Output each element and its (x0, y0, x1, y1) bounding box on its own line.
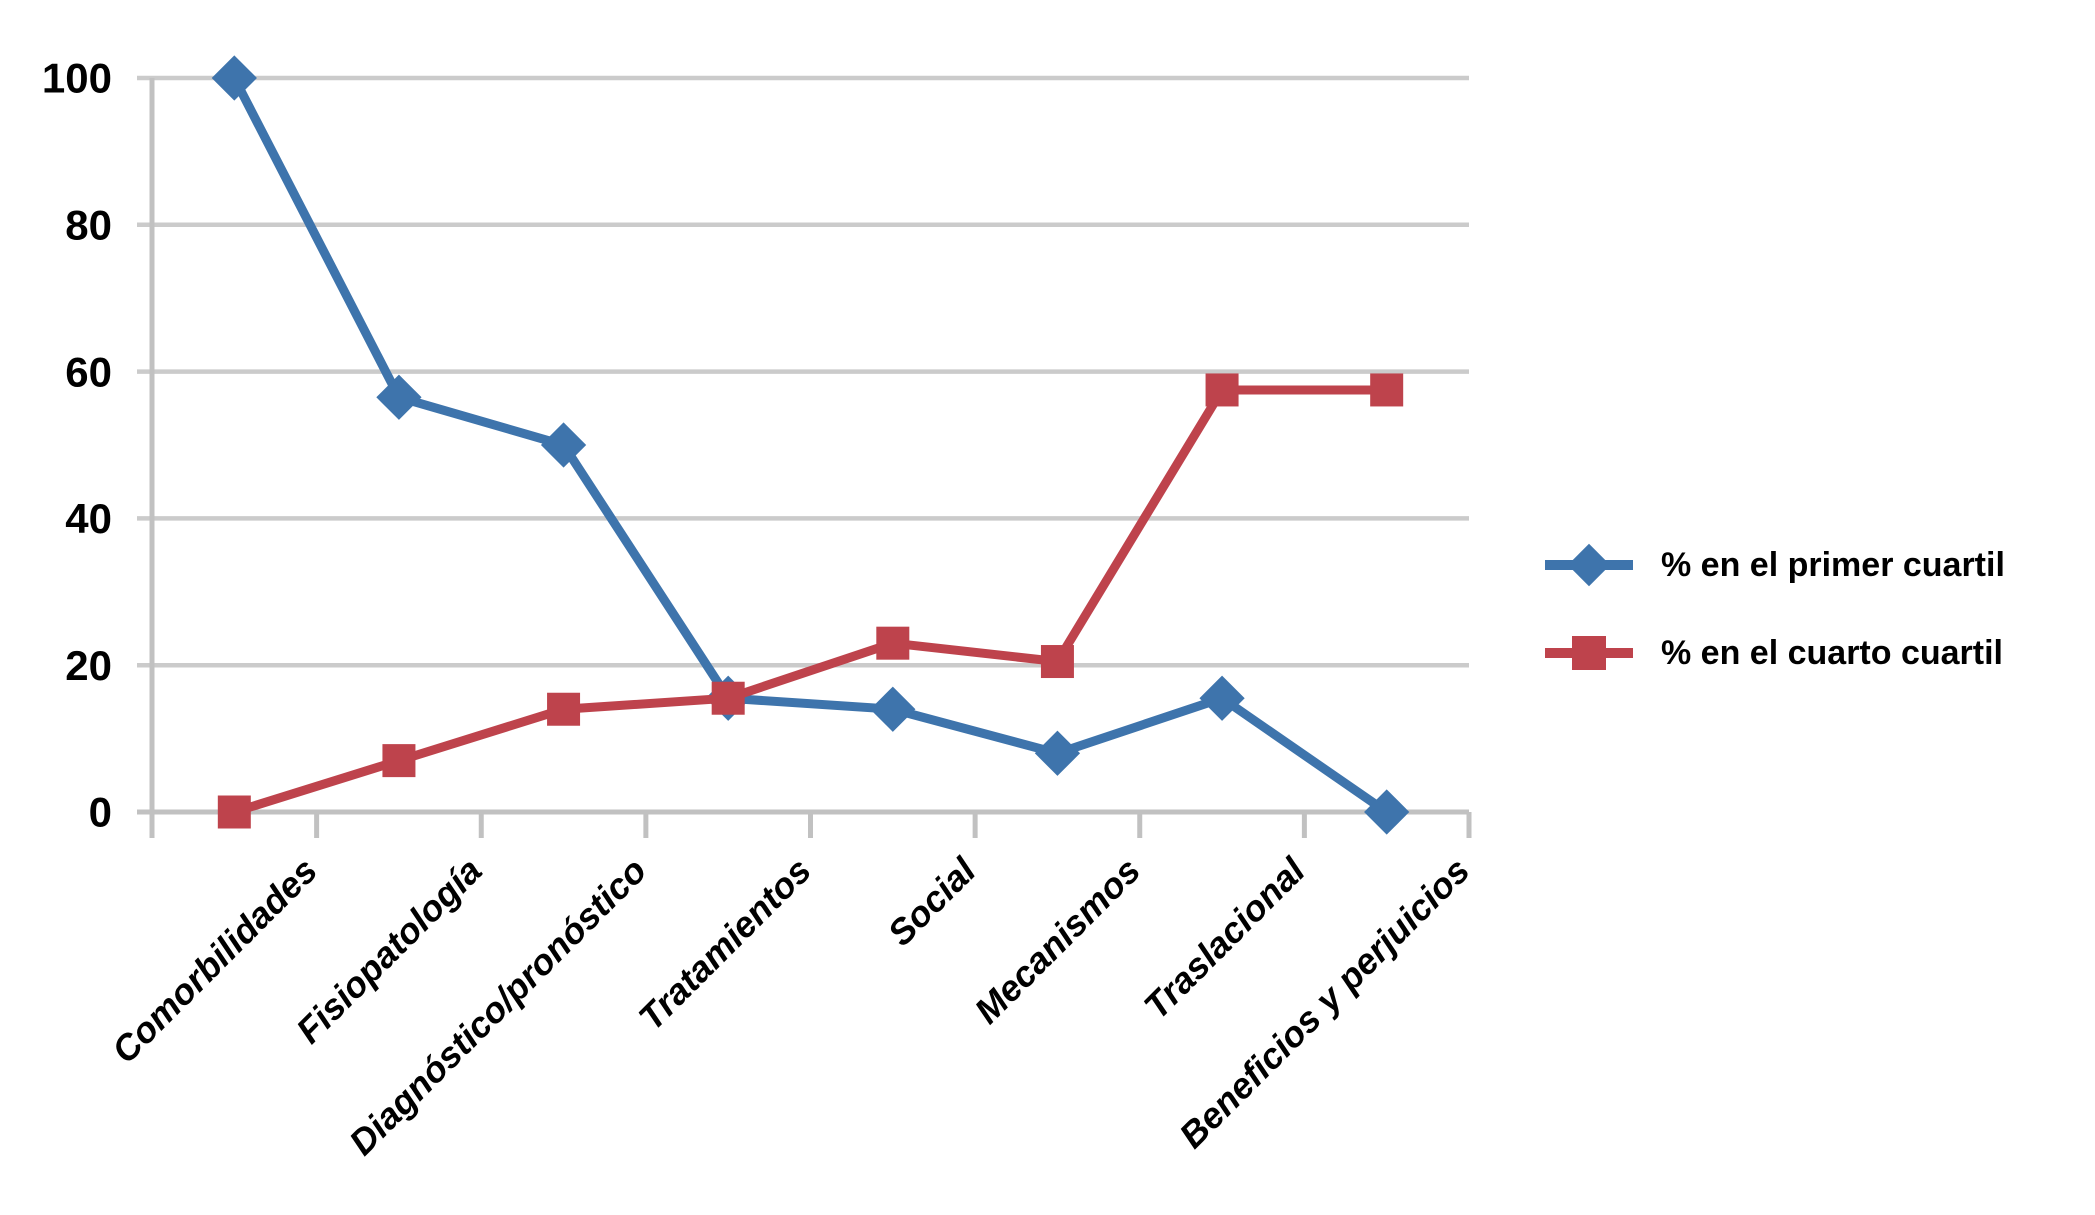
data-point-diamond (1199, 675, 1245, 721)
x-axis-category-label: Social (879, 849, 984, 954)
x-axis-category-label: Tratamientos (630, 850, 818, 1038)
legend-item-primer-cuartil: % en el primer cuartil (1543, 541, 2005, 589)
legend: % en el primer cuartil % en el cuarto cu… (1543, 541, 2005, 677)
data-point-square (1040, 645, 1074, 679)
data-point-diamond (211, 55, 257, 101)
legend-diamond-marker-icon (1545, 543, 1633, 587)
x-axis-category-label: Mecanismos (966, 850, 1148, 1032)
data-point-square (1370, 373, 1404, 407)
y-axis-tick-label: 40 (65, 495, 112, 542)
x-axis-category-label: Beneficios y perjuicios (1171, 850, 1477, 1156)
data-point-square (876, 626, 910, 660)
series-line-2 (232, 385, 1387, 817)
legend-series-2-label: % en el cuarto cuartil (1661, 633, 2003, 672)
data-point-diamond (870, 686, 916, 732)
y-axis-tick-label: 0 (89, 789, 112, 836)
x-axis-category-label: Traslacional (1136, 849, 1314, 1027)
data-point-square (711, 681, 745, 715)
legend-series-1-label: % en el primer cuartil (1661, 545, 2005, 584)
legend-diamond-shape (1567, 543, 1611, 587)
data-point-diamond (376, 374, 422, 420)
data-point-diamond (1034, 730, 1081, 776)
legend-item-cuarto-cuartil: % en el cuarto cuartil (1543, 629, 2005, 677)
legend-square-shape (1572, 636, 1606, 670)
x-axis-category-label: Comorbilidades (104, 850, 325, 1071)
data-point-diamond (1364, 789, 1410, 835)
x-axis-category-label: Diagnóstico/pronóstico (341, 850, 654, 1163)
y-axis-tick-label: 60 (65, 348, 112, 395)
y-axis-tick-label: 20 (65, 642, 112, 689)
data-point-square (1205, 373, 1239, 407)
data-point-square (382, 744, 416, 778)
series-line-1 (230, 75, 1390, 816)
data-point-square (547, 692, 581, 726)
y-axis-tick-label: 100 (42, 55, 112, 102)
y-axis-tick-label: 80 (65, 202, 112, 249)
data-point-square (217, 795, 251, 829)
legend-square-marker-icon (1545, 636, 1633, 670)
data-point-diamond (540, 422, 587, 468)
